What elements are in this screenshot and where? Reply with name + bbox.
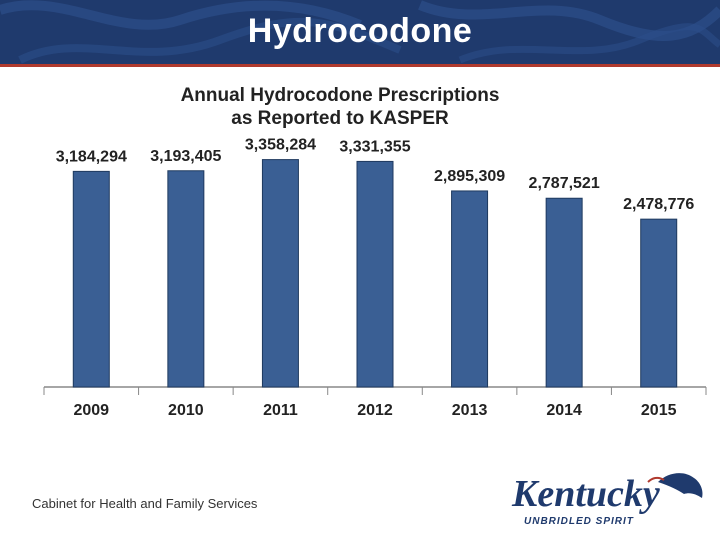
x-tick-label-2014: 2014 (546, 402, 582, 419)
bar-2014 (545, 197, 583, 388)
bar-2010 (167, 170, 205, 388)
data-label-2015: 2,478,776 (623, 196, 694, 213)
bar-chart: 3,184,294 2009 3,193,405 2010 3,358,284 2011 3… (43, 137, 707, 419)
logo-tagline: UNBRIDLED SPIRIT (524, 516, 634, 527)
chart-subtitle: as Reported to KASPER (231, 108, 449, 129)
banner-swirl-decoration (0, 0, 720, 64)
slide-title: Hydrocodone (247, 12, 473, 50)
title-banner: Hydrocodone (0, 0, 720, 64)
bar-2013 (451, 190, 489, 388)
horse-head-icon (658, 473, 703, 498)
data-label-2010: 3,193,405 (150, 148, 221, 165)
bar-2009 (72, 170, 110, 388)
x-tick-label-2011: 2011 (263, 402, 298, 419)
chart-title: Annual Hydrocodone Prescriptions (180, 85, 500, 106)
bar-2012 (356, 160, 394, 388)
x-tick-label-2015: 2015 (641, 402, 677, 419)
x-tick-label-2010: 2010 (168, 402, 204, 419)
bar-2015 (640, 218, 678, 388)
footer-text: Cabinet for Health and Family Services (32, 496, 258, 511)
x-tick-label-2009: 2009 (73, 402, 109, 419)
data-label-2013: 2,895,309 (434, 168, 505, 185)
x-tick-label-2013: 2013 (452, 402, 488, 419)
x-tick-label-2012: 2012 (357, 402, 393, 419)
data-label-2009: 3,184,294 (56, 148, 127, 165)
chart-title-block: Annual Hydrocodone Prescriptions as Repo… (140, 84, 540, 130)
bar-2011 (261, 159, 299, 388)
data-label-2012: 3,331,355 (339, 138, 410, 155)
logo-wordmark: Kentucky (511, 473, 660, 515)
mane-accent-icon (647, 476, 665, 483)
banner-divider (0, 64, 720, 67)
data-label-2014: 2,787,521 (529, 175, 600, 192)
kentucky-logo: Kentucky UNBRIDLED SPIRIT (511, 473, 703, 527)
data-label-2011: 3,358,284 (245, 137, 316, 154)
